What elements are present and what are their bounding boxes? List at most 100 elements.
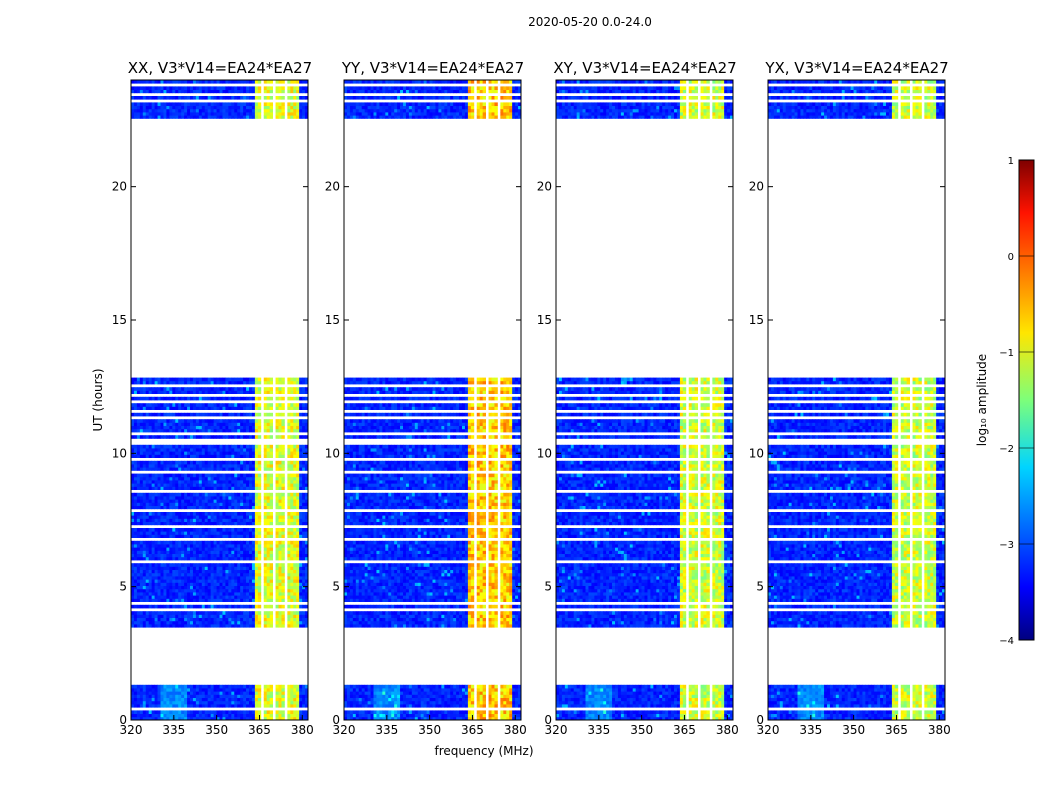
heatmap-cell bbox=[251, 428, 256, 433]
heatmap-cell bbox=[299, 595, 303, 599]
heatmap-cell bbox=[131, 588, 135, 593]
heatmap-cell bbox=[423, 704, 427, 708]
heatmap-cell bbox=[231, 108, 235, 113]
heatmap-cell bbox=[222, 387, 226, 391]
heatmap-cell bbox=[391, 697, 395, 702]
heatmap-cell bbox=[444, 697, 448, 702]
heatmap-cell bbox=[192, 576, 197, 580]
heatmap-cell bbox=[287, 550, 291, 554]
heatmap-cell bbox=[299, 624, 303, 628]
heatmap-cell bbox=[237, 700, 241, 705]
heatmap-cell bbox=[133, 624, 138, 628]
heatmap-cell bbox=[133, 483, 138, 487]
heatmap-cell bbox=[195, 598, 200, 602]
heatmap-cell bbox=[187, 553, 191, 558]
heatmap-cell bbox=[142, 563, 147, 567]
heatmap-cell bbox=[296, 624, 300, 628]
heatmap-cell bbox=[166, 448, 170, 452]
heatmap-cell bbox=[254, 553, 259, 558]
heatmap-cell bbox=[278, 419, 282, 423]
heatmap-cell bbox=[184, 518, 188, 522]
heatmap-cell bbox=[198, 588, 203, 593]
heatmap-cell bbox=[240, 534, 244, 538]
heatmap-cell bbox=[192, 716, 197, 721]
heatmap-cell bbox=[263, 614, 268, 618]
heatmap-cell bbox=[231, 617, 235, 622]
heatmap-cell bbox=[222, 684, 226, 689]
heatmap-cell bbox=[131, 486, 135, 490]
heatmap-cell bbox=[198, 380, 203, 385]
heatmap-cell bbox=[254, 448, 259, 452]
heatmap-cell bbox=[249, 499, 253, 503]
heatmap-cell bbox=[278, 614, 282, 618]
heatmap-cell bbox=[198, 624, 203, 628]
heatmap-cell bbox=[192, 102, 197, 106]
heatmap-cell bbox=[157, 108, 161, 113]
heatmap-cell bbox=[139, 102, 144, 106]
heatmap-cell bbox=[278, 515, 282, 519]
heatmap-cell bbox=[210, 419, 214, 423]
heatmap-cell bbox=[192, 710, 197, 714]
heatmap-cell bbox=[237, 496, 241, 500]
heatmap-cell bbox=[293, 598, 297, 602]
heatmap-cell bbox=[192, 505, 197, 510]
heatmap-cell bbox=[228, 428, 232, 433]
heatmap-cell bbox=[204, 579, 209, 583]
heatmap-cell bbox=[225, 716, 229, 721]
heatmap-cell bbox=[139, 480, 144, 484]
heatmap-cell bbox=[178, 553, 182, 558]
heatmap-cell bbox=[269, 425, 273, 430]
heatmap-cell bbox=[154, 518, 158, 522]
heatmap-cell bbox=[293, 419, 297, 423]
heatmap-cell bbox=[305, 473, 309, 478]
heatmap-cell bbox=[237, 515, 241, 519]
heatmap-cell bbox=[169, 448, 173, 452]
heatmap-cell bbox=[222, 435, 226, 439]
heatmap-cell bbox=[269, 688, 273, 692]
heatmap-cell bbox=[187, 448, 191, 452]
heatmap-cell bbox=[172, 96, 176, 100]
heatmap-cell bbox=[175, 572, 179, 577]
heatmap-cell bbox=[154, 387, 158, 391]
heatmap-cell bbox=[234, 550, 238, 554]
heatmap-cell bbox=[263, 473, 268, 478]
heatmap-cell bbox=[133, 697, 138, 702]
heatmap-cell bbox=[305, 435, 309, 439]
heatmap-cell bbox=[166, 473, 170, 478]
heatmap-cell bbox=[249, 585, 253, 590]
heatmap-cell bbox=[278, 518, 282, 522]
heatmap-cell bbox=[136, 710, 141, 714]
heatmap-cell bbox=[254, 544, 259, 548]
heatmap-cell bbox=[254, 396, 259, 401]
heatmap-cell bbox=[228, 713, 232, 718]
heatmap-cell bbox=[169, 700, 173, 705]
heatmap-cell bbox=[145, 624, 150, 628]
heatmap-cell bbox=[169, 576, 173, 580]
heatmap-cell bbox=[281, 563, 285, 567]
heatmap-cell bbox=[204, 476, 209, 481]
heatmap-cell bbox=[216, 556, 220, 561]
heatmap-cell bbox=[154, 80, 158, 84]
heatmap-cell bbox=[225, 620, 229, 625]
heatmap-cell bbox=[251, 112, 256, 116]
heatmap-cell bbox=[405, 710, 410, 714]
heatmap-cell bbox=[192, 563, 197, 567]
heatmap-cell bbox=[222, 473, 226, 478]
heatmap-cell bbox=[139, 550, 144, 554]
heatmap-cell bbox=[154, 566, 158, 570]
heatmap-cell bbox=[157, 473, 161, 478]
heatmap-cell bbox=[257, 595, 262, 599]
heatmap-cell bbox=[175, 448, 179, 452]
heatmap-cell bbox=[263, 572, 268, 577]
heatmap-cell bbox=[210, 697, 214, 702]
heatmap-cell bbox=[213, 412, 217, 417]
heatmap-cell bbox=[275, 569, 279, 574]
heatmap-cell bbox=[257, 534, 262, 538]
heatmap-cell bbox=[154, 454, 158, 458]
heatmap-cell bbox=[293, 604, 297, 609]
heatmap-cell bbox=[166, 387, 170, 391]
heatmap-cell bbox=[302, 588, 306, 593]
heatmap-cell bbox=[151, 480, 155, 484]
heatmap-cell bbox=[133, 499, 138, 503]
heatmap-cell bbox=[160, 588, 164, 593]
